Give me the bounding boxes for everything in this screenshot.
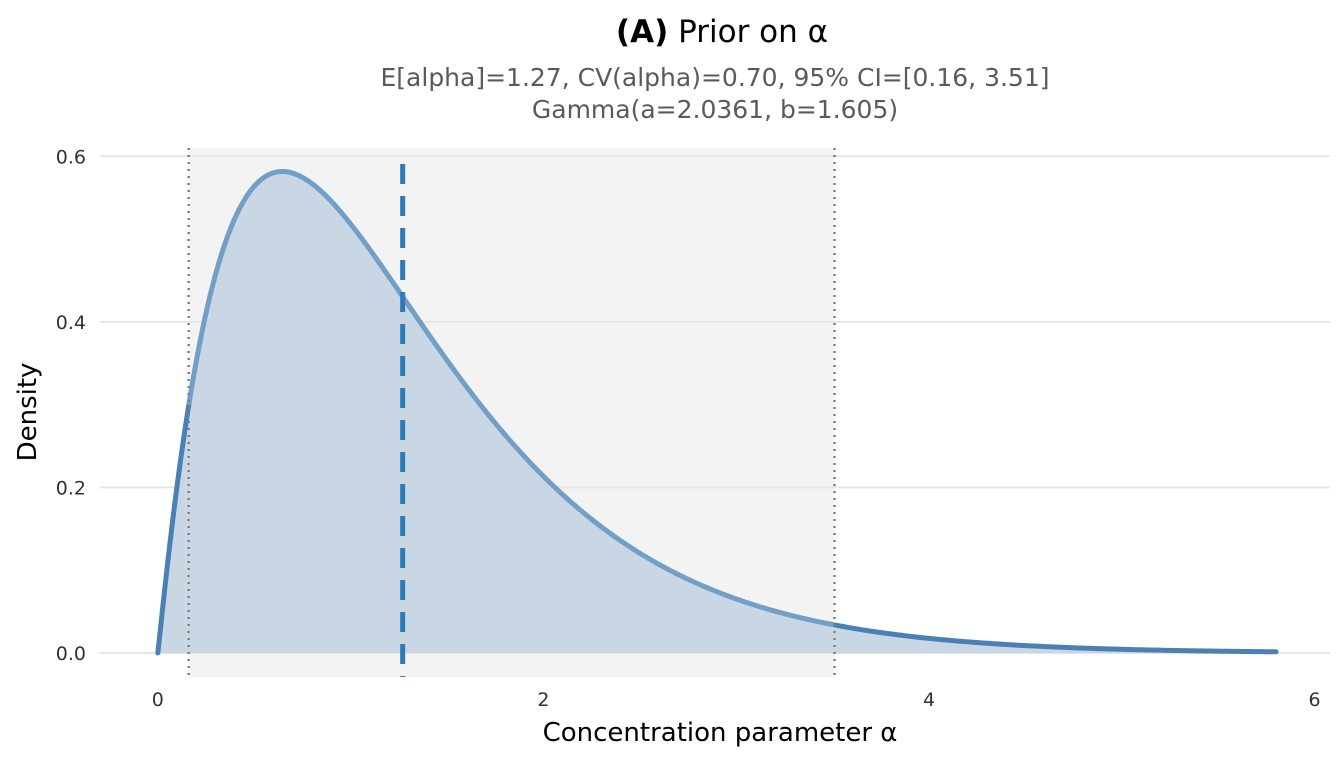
x-axis-label: Concentration parameter α bbox=[543, 718, 898, 748]
plot-panel bbox=[100, 148, 1330, 677]
x-axis-ticks: 0 2 4 6 bbox=[152, 689, 1321, 711]
y-axis-ticks: 0.0 0.2 0.4 0.6 bbox=[56, 146, 86, 665]
y-tick-label-2: 0.4 bbox=[56, 312, 86, 334]
y-tick-label-3: 0.6 bbox=[56, 146, 86, 168]
density-area bbox=[157, 171, 1277, 653]
curve-segment-right bbox=[832, 622, 1279, 655]
x-tick-label-1: 2 bbox=[537, 689, 549, 711]
chart-subtitle-line-1: E[alpha]=1.27, CV(alpha)=0.70, 95% CI=[0… bbox=[381, 63, 1050, 92]
x-tick-label-3: 6 bbox=[1309, 689, 1321, 711]
title-prefix: (A) bbox=[616, 14, 668, 50]
x-tick-label-0: 0 bbox=[152, 689, 164, 711]
curve-segment-left bbox=[155, 400, 192, 656]
y-tick-label-1: 0.2 bbox=[56, 477, 86, 499]
density-curve bbox=[155, 168, 1279, 656]
svg-text:(A) Prior on α: (A) Prior on α bbox=[616, 14, 828, 50]
title-text: Prior on α bbox=[678, 14, 828, 50]
curve-segment-ci bbox=[186, 168, 836, 628]
y-tick-label-0: 0.0 bbox=[56, 643, 86, 665]
chart-title: (A) Prior on α bbox=[616, 14, 828, 50]
x-tick-label-2: 4 bbox=[923, 689, 935, 711]
y-axis-label: Density bbox=[13, 363, 43, 462]
chart-subtitle-line-2: Gamma(a=2.0361, b=1.605) bbox=[532, 95, 898, 124]
